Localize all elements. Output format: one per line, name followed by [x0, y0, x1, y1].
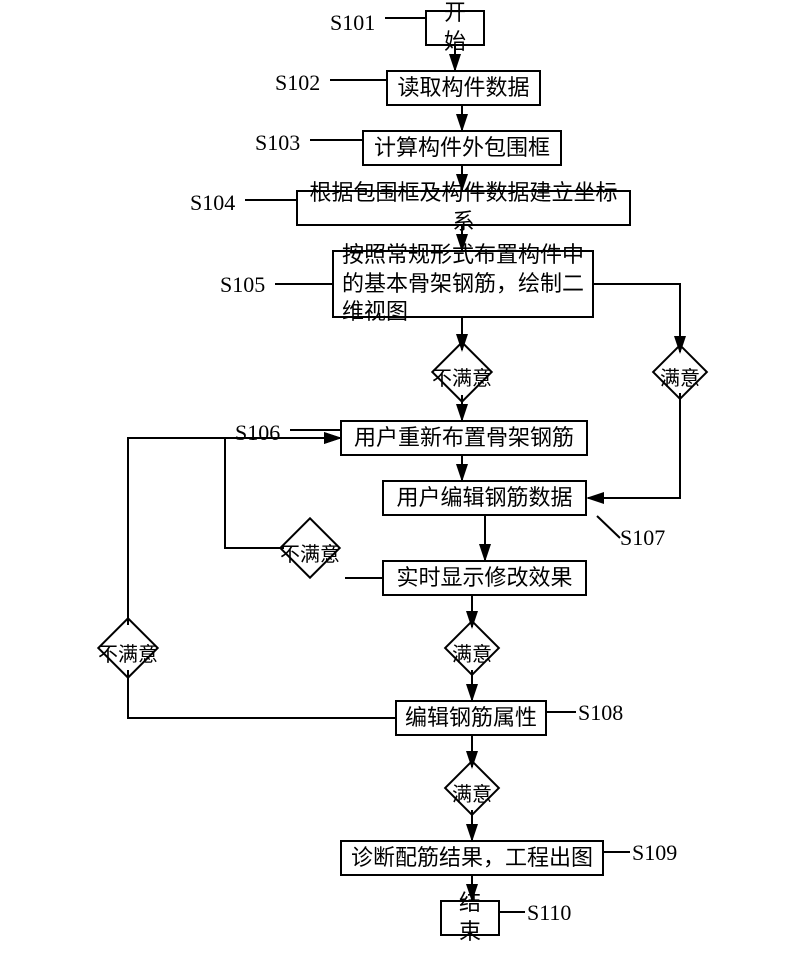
- ref-s105: S105: [220, 272, 265, 298]
- node-text: 实时显示修改效果: [396, 564, 572, 593]
- ref-s106: S106: [235, 420, 280, 446]
- node-text: 读取构件数据: [397, 74, 529, 103]
- node-text: 计算构件外包围框: [374, 134, 550, 163]
- node-text: 开始: [435, 0, 475, 57]
- node-s109: 诊断配筋结果，工程出图: [340, 840, 604, 876]
- node-text: 用户重新布置骨架钢筋: [354, 424, 574, 453]
- ref-s104: S104: [190, 190, 235, 216]
- diamond-d4a: [97, 617, 159, 679]
- node-end: 结束: [440, 900, 500, 936]
- ref-s109: S109: [632, 840, 677, 866]
- diamond-d1b: [652, 344, 709, 401]
- ref-s108: S108: [578, 700, 623, 726]
- node-s103: 计算构件外包围框: [362, 130, 562, 166]
- ref-s102: S102: [275, 70, 320, 96]
- diamond-d3: [444, 620, 501, 677]
- node-text: 诊断配筋结果，工程出图: [351, 844, 593, 873]
- node-s107b: 实时显示修改效果: [382, 560, 587, 596]
- node-s105: 按照常规形式布置构件中的基本骨架钢筋，绘制二维视图: [332, 250, 594, 318]
- diamond-d2: [279, 517, 341, 579]
- diamond-d1a: [431, 341, 493, 403]
- node-text: 按照常规形式布置构件中的基本骨架钢筋，绘制二维视图: [342, 241, 584, 327]
- node-s106: 用户重新布置骨架钢筋: [340, 420, 588, 456]
- node-text: 编辑钢筋属性: [405, 704, 537, 733]
- node-start: 开始: [425, 10, 485, 46]
- diamond-d4b: [444, 760, 501, 817]
- node-s102: 读取构件数据: [386, 70, 541, 106]
- node-s107: 用户编辑钢筋数据: [382, 480, 587, 516]
- node-text: 根据包围框及构件数据建立坐标系: [306, 179, 621, 236]
- ref-s110: S110: [527, 900, 571, 926]
- node-s104: 根据包围框及构件数据建立坐标系: [296, 190, 631, 226]
- node-text: 结束: [450, 889, 490, 946]
- ref-s107: S107: [620, 525, 665, 551]
- node-text: 用户编辑钢筋数据: [396, 484, 572, 513]
- ref-s101: S101: [330, 10, 375, 36]
- ref-s103: S103: [255, 130, 300, 156]
- node-s108: 编辑钢筋属性: [395, 700, 547, 736]
